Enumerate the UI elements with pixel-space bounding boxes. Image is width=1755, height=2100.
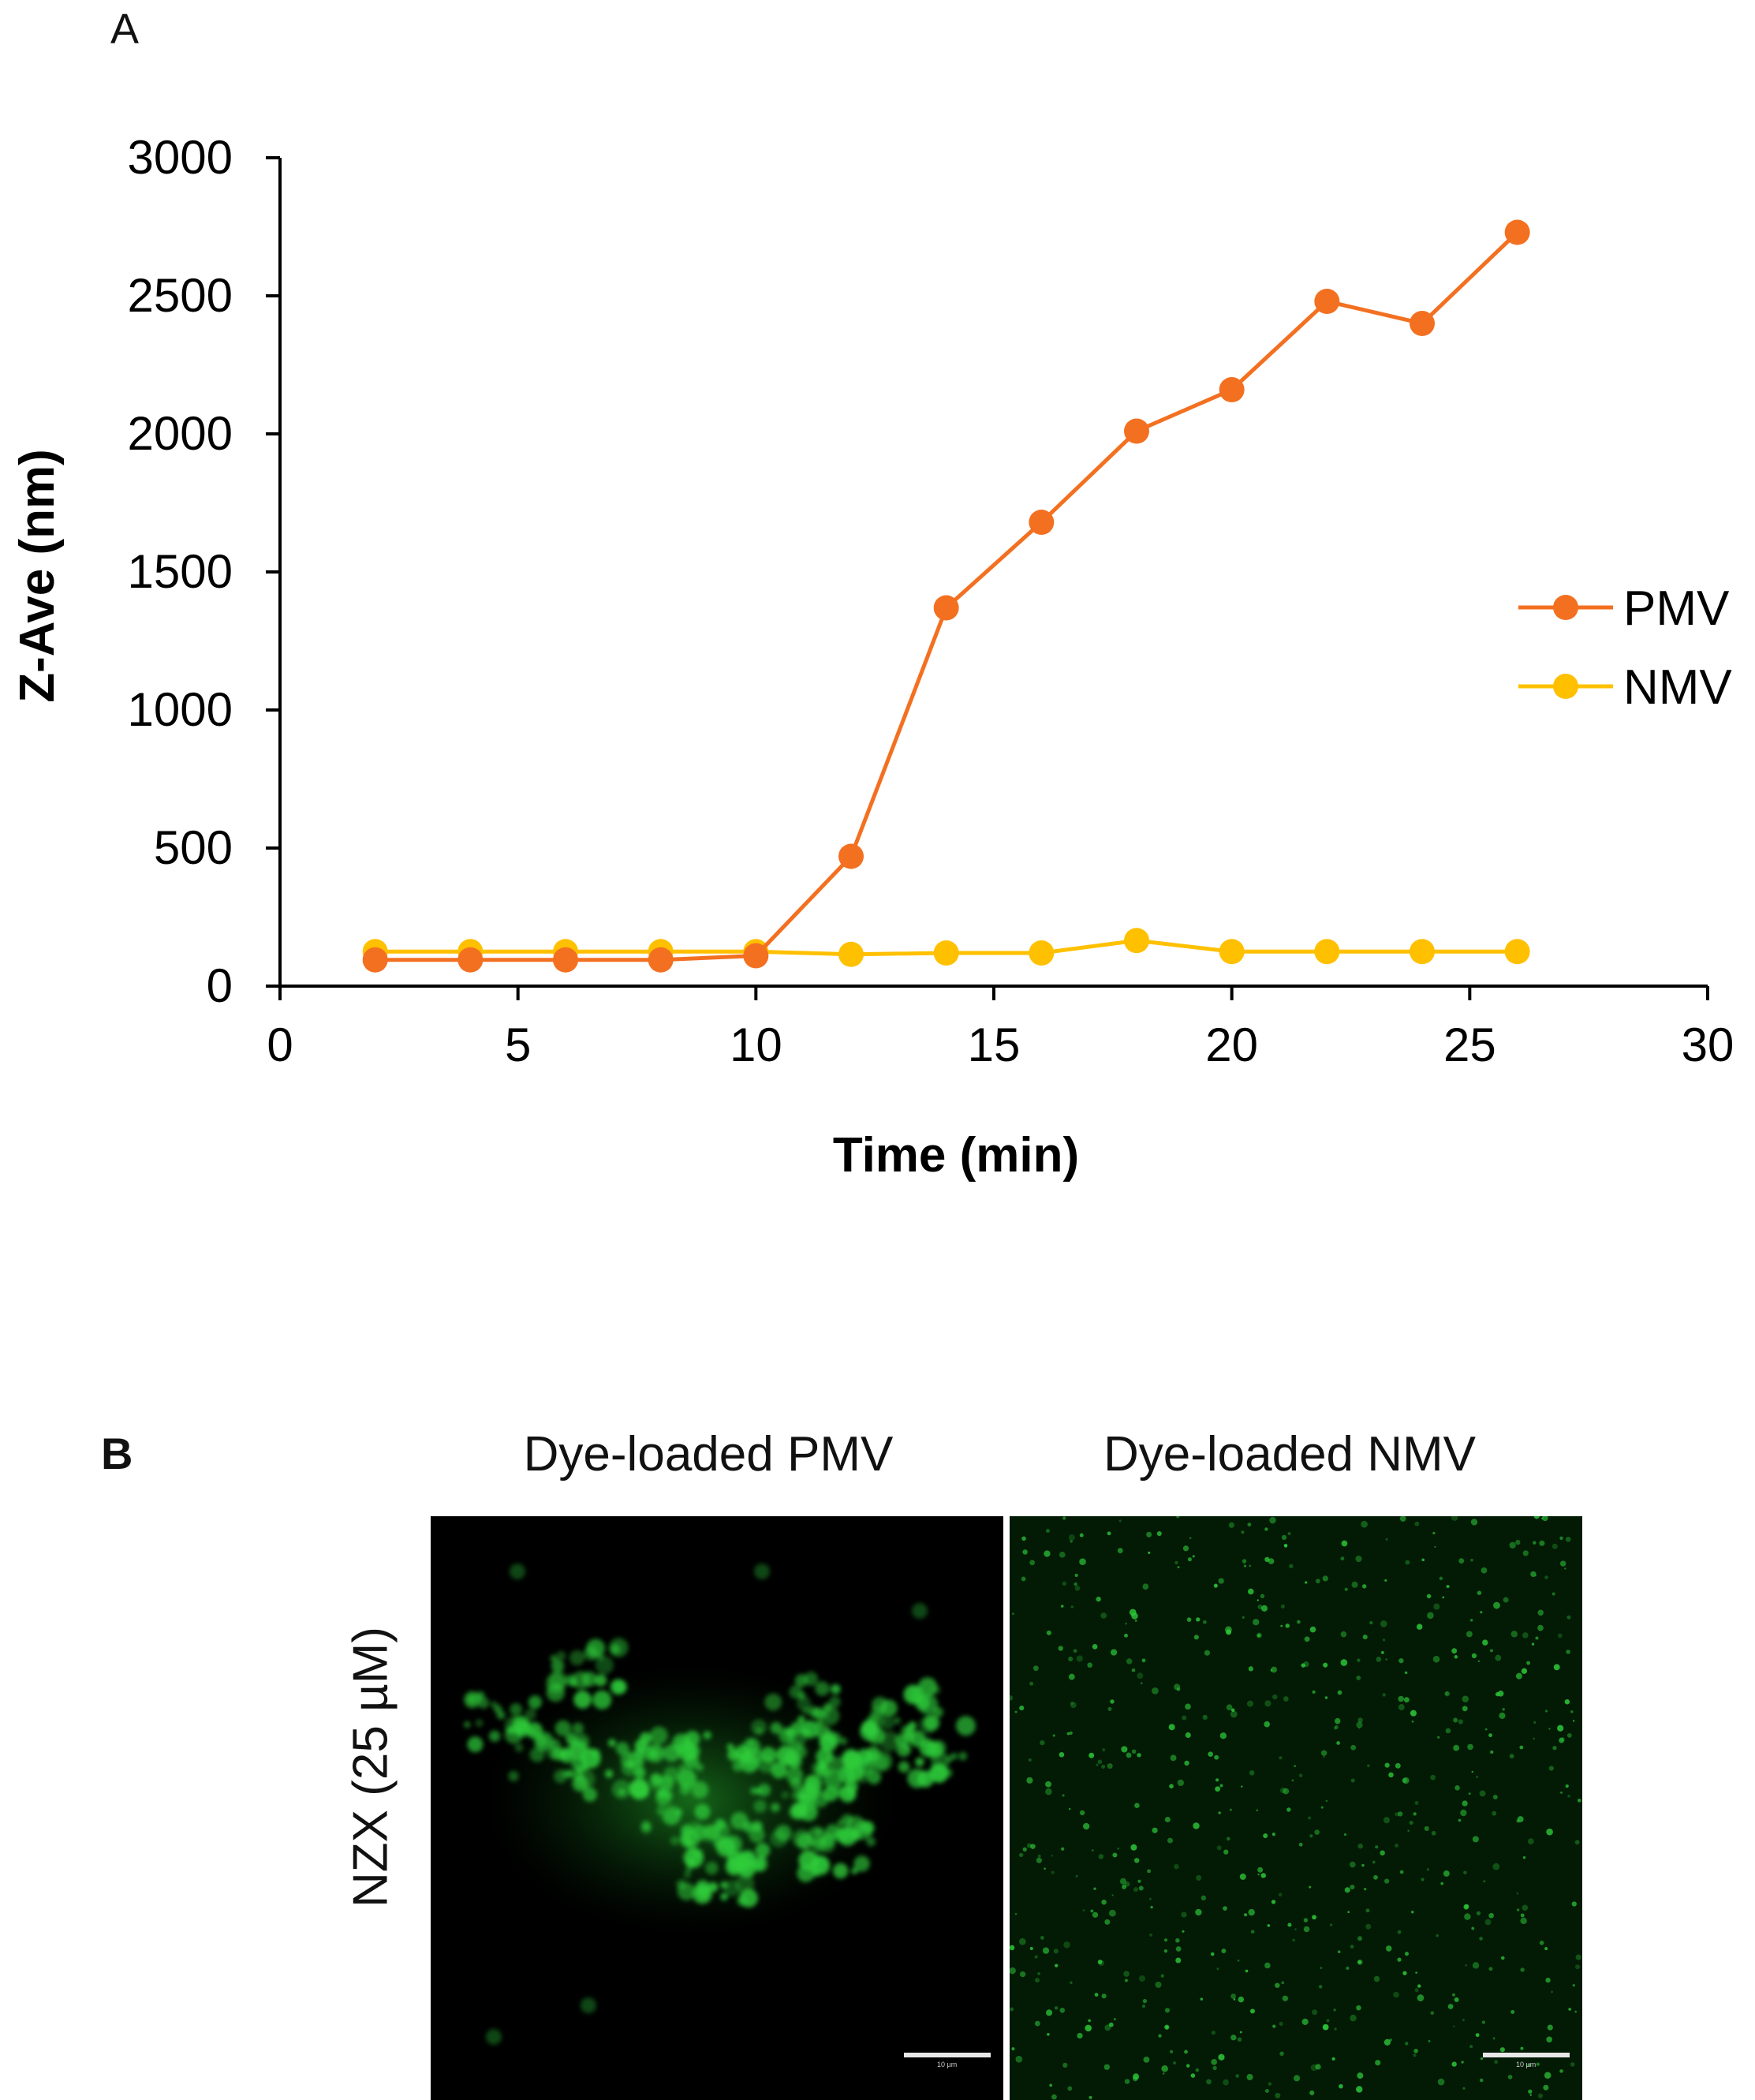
x-tick-label: 10 (730, 1018, 782, 1071)
micrograph-pmv: 10 µm (431, 1516, 1003, 2100)
data-point-nmv (1219, 939, 1245, 965)
row-label-nzx: NZX (25 µM) (343, 1626, 398, 1908)
data-point-pmv (457, 947, 484, 973)
x-tick-label: 20 (1205, 1018, 1258, 1071)
x-tick-label: 25 (1443, 1018, 1496, 1071)
micrograph-nmv: 10 µm (1010, 1516, 1582, 2100)
panel-b-label: B (101, 1429, 133, 1478)
legend-entry-nmv: NMV (1518, 660, 1732, 715)
data-point-pmv (1219, 377, 1245, 402)
data-point-pmv (1410, 311, 1435, 336)
chart-series (362, 219, 1530, 973)
legend-marker (1553, 674, 1578, 699)
x-tick-label: 0 (267, 1018, 293, 1071)
data-point-pmv (743, 943, 769, 969)
data-point-nmv (1029, 940, 1055, 966)
data-point-pmv (1504, 219, 1530, 245)
x-axis-label: Time (min) (833, 1128, 1079, 1183)
chart-ticks: 0 500 1000 1500 2000 2500 3000 0 5 10 15 20 25 30 (128, 131, 1734, 1071)
y-tick-label: 1500 (128, 545, 233, 598)
y-tick-label: 3000 (128, 131, 233, 184)
data-point-pmv (838, 843, 864, 869)
chart-axes (278, 158, 1708, 988)
data-point-nmv (1504, 939, 1530, 965)
data-point-pmv (1124, 418, 1149, 444)
x-tick-label: 15 (968, 1018, 1021, 1071)
data-point-nmv (1410, 939, 1435, 965)
data-point-pmv (1314, 289, 1340, 314)
scale-bar-label: 10 µm (937, 2061, 958, 2068)
y-tick-label: 2000 (128, 407, 233, 460)
data-point-nmv (1124, 928, 1149, 954)
data-point-nmv (1314, 939, 1340, 965)
x-tick-label: 5 (505, 1018, 531, 1071)
line-chart: 0 500 1000 1500 2000 2500 3000 0 5 10 15 20 25 30 PMV… (10, 131, 1734, 1183)
legend-marker (1553, 595, 1578, 620)
data-point-pmv (933, 595, 959, 621)
y-axis-label: Z-Ave (nm) (10, 449, 65, 702)
data-point-nmv (838, 941, 864, 967)
legend-entry-pmv: PMV (1518, 581, 1730, 636)
scale-bar (1483, 2053, 1570, 2057)
panel-a-label: A (110, 6, 140, 53)
y-tick-label: 0 (207, 959, 233, 1012)
data-point-pmv (553, 947, 578, 973)
series-pmv (362, 219, 1530, 973)
column-title-nmv: Dye-loaded NMV (1103, 1427, 1477, 1482)
data-point-pmv (1029, 510, 1055, 535)
scale-bar (904, 2053, 991, 2057)
legend-label: NMV (1623, 660, 1732, 715)
column-title-pmv: Dye-loaded PMV (523, 1427, 894, 1482)
data-point-nmv (933, 940, 959, 966)
y-tick-label: 500 (154, 821, 233, 874)
legend-label: PMV (1623, 581, 1730, 636)
y-tick-label: 1000 (128, 683, 233, 736)
scale-bar-label: 10 µm (1516, 2061, 1537, 2068)
x-tick-label: 30 (1682, 1018, 1734, 1071)
y-tick-label: 2500 (128, 269, 233, 322)
data-point-pmv (362, 947, 388, 973)
chart-legend: PMV NMV (1518, 581, 1732, 715)
data-point-pmv (648, 947, 674, 973)
